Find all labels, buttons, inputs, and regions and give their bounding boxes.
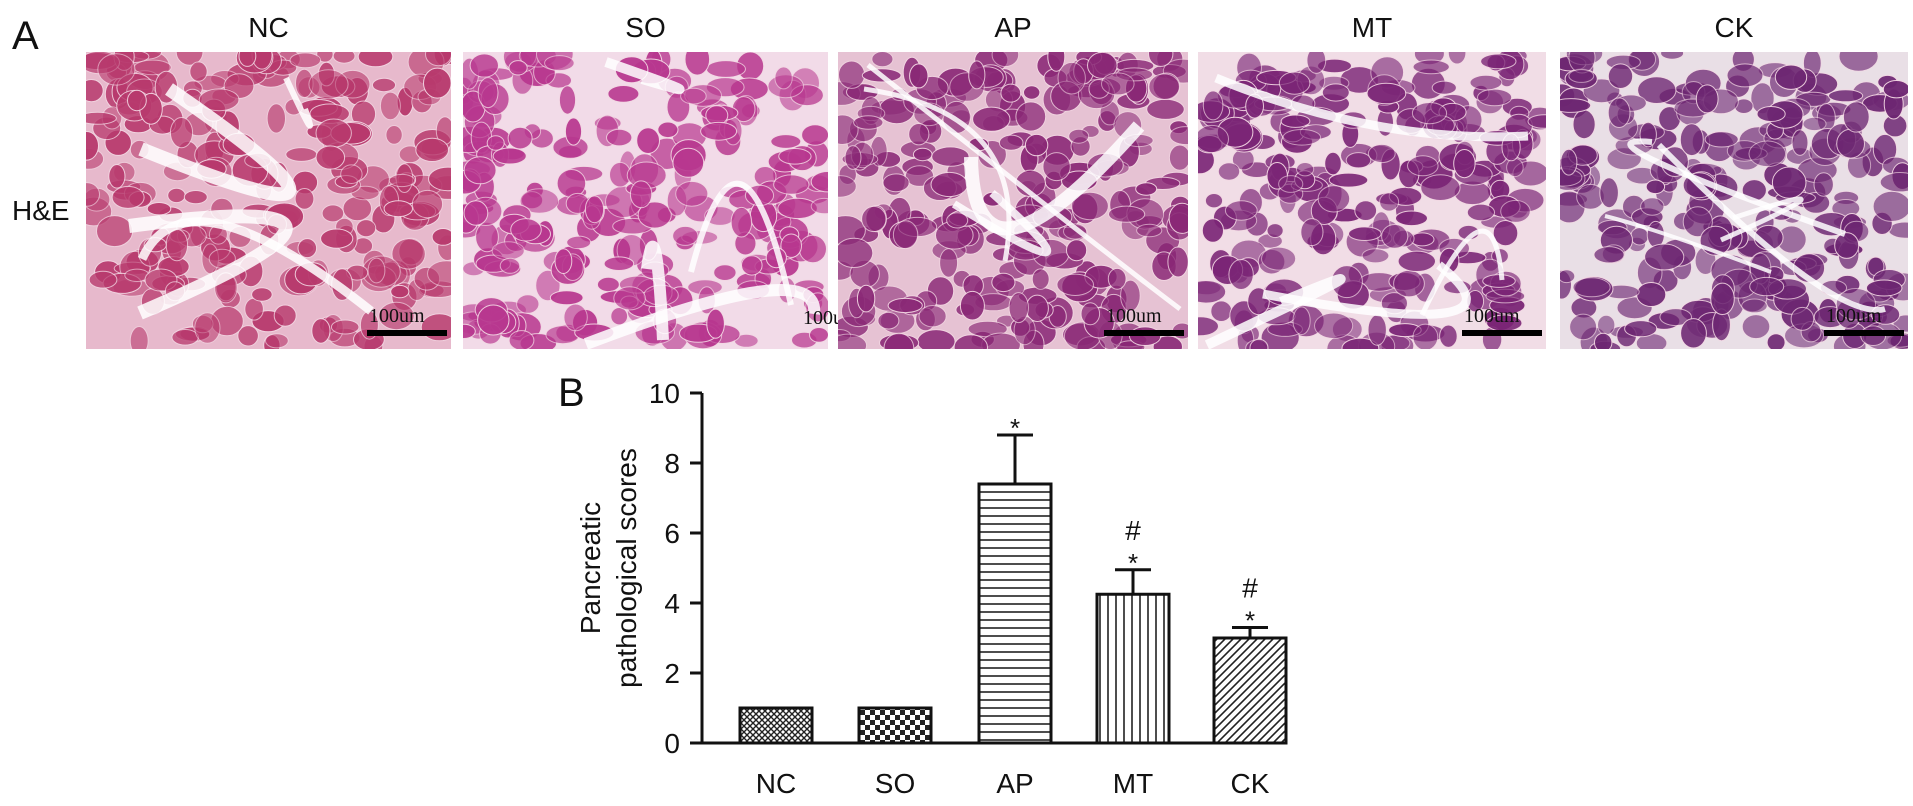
y-tick-label-0: 0 (664, 728, 680, 759)
scale-bar-nc (367, 330, 447, 336)
y-tick-label-8: 8 (664, 448, 680, 479)
image-title-so: SO (625, 12, 666, 43)
micrograph-ck (1560, 52, 1908, 349)
y-tick-label-2: 2 (664, 658, 680, 689)
y-axis-label-line-2: pathological scores (611, 448, 642, 688)
x-tick-label-mt: MT (1113, 768, 1153, 799)
annotation-ap-0: * (1010, 413, 1020, 443)
stain-row-label: H&E (12, 195, 70, 226)
y-tick-label-10: 10 (649, 378, 680, 409)
annotation-mt-0: # (1125, 515, 1141, 546)
scale-bar-ck (1824, 330, 1904, 336)
image-title-ck: CK (1714, 12, 1754, 43)
scale-bar-label-nc: 100um (369, 305, 425, 327)
bar-so (857, 706, 933, 745)
bar-ap (977, 482, 1053, 745)
image-title-nc: NC (248, 12, 289, 43)
image-title-ap: AP (994, 12, 1032, 43)
y-tick-label-4: 4 (664, 588, 680, 619)
scale-bar-label-ck: 100um (1826, 305, 1882, 327)
micrograph-nc (86, 52, 451, 349)
x-tick-label-ck: CK (1231, 768, 1270, 799)
scale-bar-ap (1104, 330, 1184, 336)
bar-mt (1095, 592, 1171, 745)
x-tick-label-ap: AP (996, 768, 1033, 799)
y-tick-label-6: 6 (664, 518, 680, 549)
bar-nc (738, 706, 814, 745)
micrograph-ap (838, 52, 1188, 349)
micrograph-mt (1198, 52, 1546, 349)
annotation-ck-1: * (1245, 606, 1255, 636)
x-tick-label-nc: NC (756, 768, 796, 799)
annotation-mt-1: * (1128, 548, 1138, 578)
annotation-ck-0: # (1242, 573, 1258, 604)
bar-ck (1212, 636, 1288, 745)
y-axis-label-line-1: Pancreatic (575, 502, 606, 634)
image-title-mt: MT (1351, 12, 1393, 43)
scale-bar-label-ap: 100um (1106, 305, 1162, 327)
x-tick-label-so: SO (875, 768, 915, 799)
scale-bar-label-mt: 100um (1464, 305, 1520, 327)
scale-bar-mt (1462, 330, 1542, 336)
panel-b-label: B (558, 371, 585, 415)
panel-a-label: A (12, 14, 39, 58)
micrograph-so (463, 52, 828, 349)
